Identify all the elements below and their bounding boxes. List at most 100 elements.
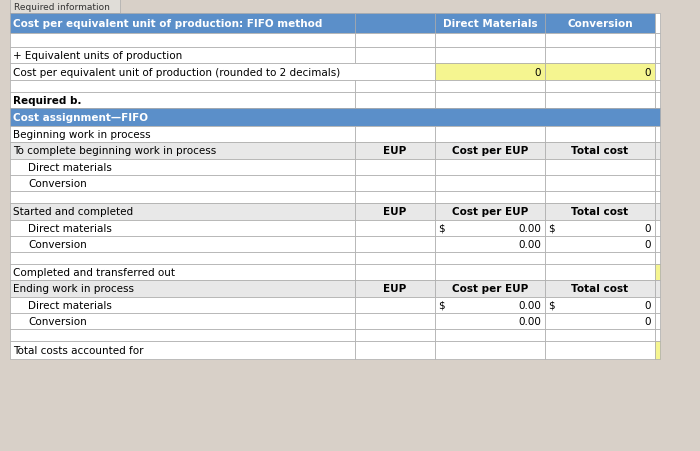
Bar: [545, 329, 655, 341]
Bar: [435, 203, 545, 221]
Bar: [435, 221, 545, 236]
Bar: [10, 281, 355, 297]
Text: Total costs accounted for: Total costs accounted for: [13, 345, 144, 355]
Bar: [10, 253, 355, 264]
Text: $: $: [548, 300, 554, 310]
Bar: [355, 192, 435, 203]
Text: Conversion: Conversion: [28, 179, 87, 189]
Bar: [355, 313, 435, 329]
Bar: [655, 203, 660, 221]
Bar: [545, 175, 655, 192]
Bar: [545, 313, 655, 329]
Text: EUP: EUP: [384, 146, 407, 156]
Text: Total cost: Total cost: [571, 207, 629, 217]
Text: Ending work in process: Ending work in process: [13, 284, 134, 294]
Bar: [10, 48, 355, 64]
Text: Started and completed: Started and completed: [13, 207, 133, 217]
Bar: [435, 48, 545, 64]
Bar: [655, 93, 660, 109]
Bar: [10, 175, 355, 192]
Bar: [655, 34, 660, 48]
Bar: [435, 127, 545, 143]
Bar: [355, 281, 435, 297]
Bar: [545, 203, 655, 221]
Bar: [10, 127, 355, 143]
Bar: [10, 313, 355, 329]
Text: Direct Materials: Direct Materials: [442, 19, 538, 29]
Bar: [545, 143, 655, 160]
Bar: [355, 221, 435, 236]
Bar: [435, 175, 545, 192]
Text: Direct materials: Direct materials: [28, 224, 112, 234]
Bar: [545, 160, 655, 175]
Bar: [655, 264, 660, 281]
Bar: [355, 93, 435, 109]
Bar: [435, 34, 545, 48]
Bar: [655, 81, 660, 93]
Bar: [545, 297, 655, 313]
Bar: [655, 329, 660, 341]
Bar: [655, 297, 660, 313]
Bar: [655, 221, 660, 236]
Bar: [545, 264, 655, 281]
Bar: [545, 253, 655, 264]
Text: EUP: EUP: [384, 284, 407, 294]
Text: Total cost: Total cost: [571, 284, 629, 294]
Bar: [355, 203, 435, 221]
Bar: [655, 253, 660, 264]
Bar: [10, 341, 355, 359]
Bar: [545, 192, 655, 203]
Bar: [10, 329, 355, 341]
Text: Beginning work in process: Beginning work in process: [13, 130, 151, 140]
Bar: [655, 64, 660, 81]
Text: + Equivalent units of production: + Equivalent units of production: [13, 51, 182, 61]
Bar: [545, 127, 655, 143]
Bar: [10, 81, 355, 93]
Text: $: $: [438, 300, 444, 310]
Text: Direct materials: Direct materials: [28, 300, 112, 310]
Text: 0.00: 0.00: [518, 300, 541, 310]
Text: Cost per EUP: Cost per EUP: [452, 146, 528, 156]
Text: 0.00: 0.00: [518, 239, 541, 249]
Text: Cost assignment—FIFO: Cost assignment—FIFO: [13, 113, 148, 123]
Bar: [10, 64, 435, 81]
Bar: [545, 48, 655, 64]
Bar: [10, 0, 120, 14]
Bar: [435, 313, 545, 329]
Bar: [655, 127, 660, 143]
Bar: [435, 341, 545, 359]
Bar: [355, 175, 435, 192]
Text: 0: 0: [645, 224, 651, 234]
Text: 0.00: 0.00: [518, 316, 541, 326]
Bar: [545, 236, 655, 253]
Text: Conversion: Conversion: [28, 239, 87, 249]
Bar: [10, 203, 355, 221]
Bar: [10, 143, 355, 160]
Bar: [545, 341, 655, 359]
Text: 0: 0: [645, 300, 651, 310]
Bar: [355, 253, 435, 264]
Bar: [435, 160, 545, 175]
Text: Cost per EUP: Cost per EUP: [452, 284, 528, 294]
Bar: [545, 93, 655, 109]
Bar: [435, 264, 545, 281]
Bar: [355, 143, 435, 160]
Bar: [355, 329, 435, 341]
Text: 0: 0: [645, 239, 651, 249]
Bar: [355, 127, 435, 143]
Bar: [655, 313, 660, 329]
Bar: [355, 264, 435, 281]
Bar: [655, 160, 660, 175]
Bar: [10, 264, 355, 281]
Bar: [435, 329, 545, 341]
Bar: [10, 93, 355, 109]
Bar: [435, 81, 545, 93]
Bar: [655, 236, 660, 253]
Text: Completed and transferred out: Completed and transferred out: [13, 267, 175, 277]
Bar: [355, 160, 435, 175]
Bar: [435, 297, 545, 313]
Bar: [10, 160, 355, 175]
Bar: [355, 34, 435, 48]
Bar: [355, 341, 435, 359]
Bar: [545, 81, 655, 93]
